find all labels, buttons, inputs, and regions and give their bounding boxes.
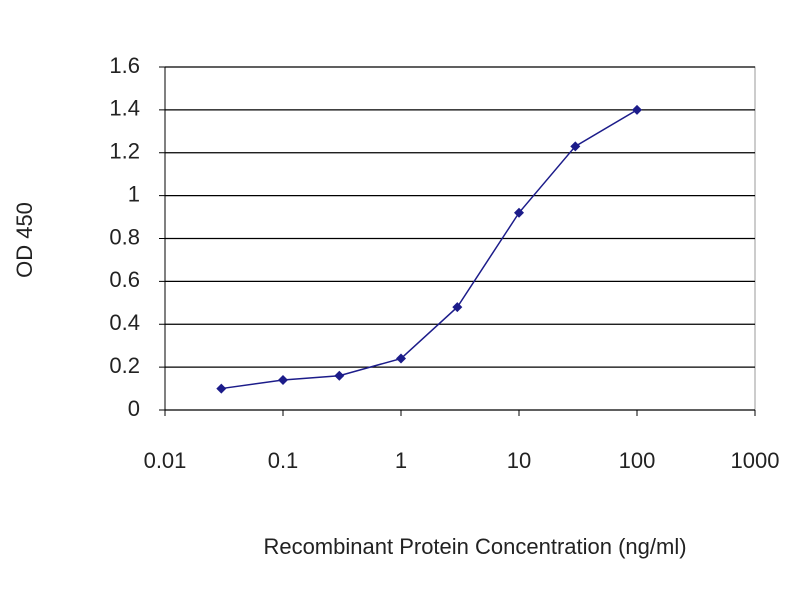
x-axis-label: Recombinant Protein Concentration (ng/ml… xyxy=(263,534,686,559)
data-point xyxy=(452,302,463,313)
y-axis-label: OD 450 xyxy=(12,202,37,278)
data-point xyxy=(632,104,642,115)
y-tick-label: 1.2 xyxy=(109,139,140,164)
y-tick-label: 0.8 xyxy=(109,224,140,249)
y-tick-label: 1.6 xyxy=(109,53,140,78)
data-point xyxy=(278,374,288,385)
y-tick-label: 0.4 xyxy=(109,310,140,335)
y-tick-label: 1.4 xyxy=(109,96,140,121)
x-tick-label: 0.01 xyxy=(144,448,187,473)
x-tick-label: 0.1 xyxy=(268,448,299,473)
data-point xyxy=(216,383,227,394)
y-tick-label: 0 xyxy=(128,396,140,421)
series-line xyxy=(221,109,638,390)
data-point xyxy=(396,353,406,364)
x-tick-label: 1 xyxy=(395,448,407,473)
x-tick-label: 10 xyxy=(507,448,531,473)
y-tick-label: 1 xyxy=(128,181,140,206)
x-tick-label: 1000 xyxy=(731,448,780,473)
data-point xyxy=(334,370,345,381)
y-tick-label: 0.6 xyxy=(109,267,140,292)
y-tick-label: 0.2 xyxy=(109,353,140,378)
data-point xyxy=(570,141,581,152)
x-tick-label: 100 xyxy=(619,448,656,473)
data-point xyxy=(514,207,524,218)
